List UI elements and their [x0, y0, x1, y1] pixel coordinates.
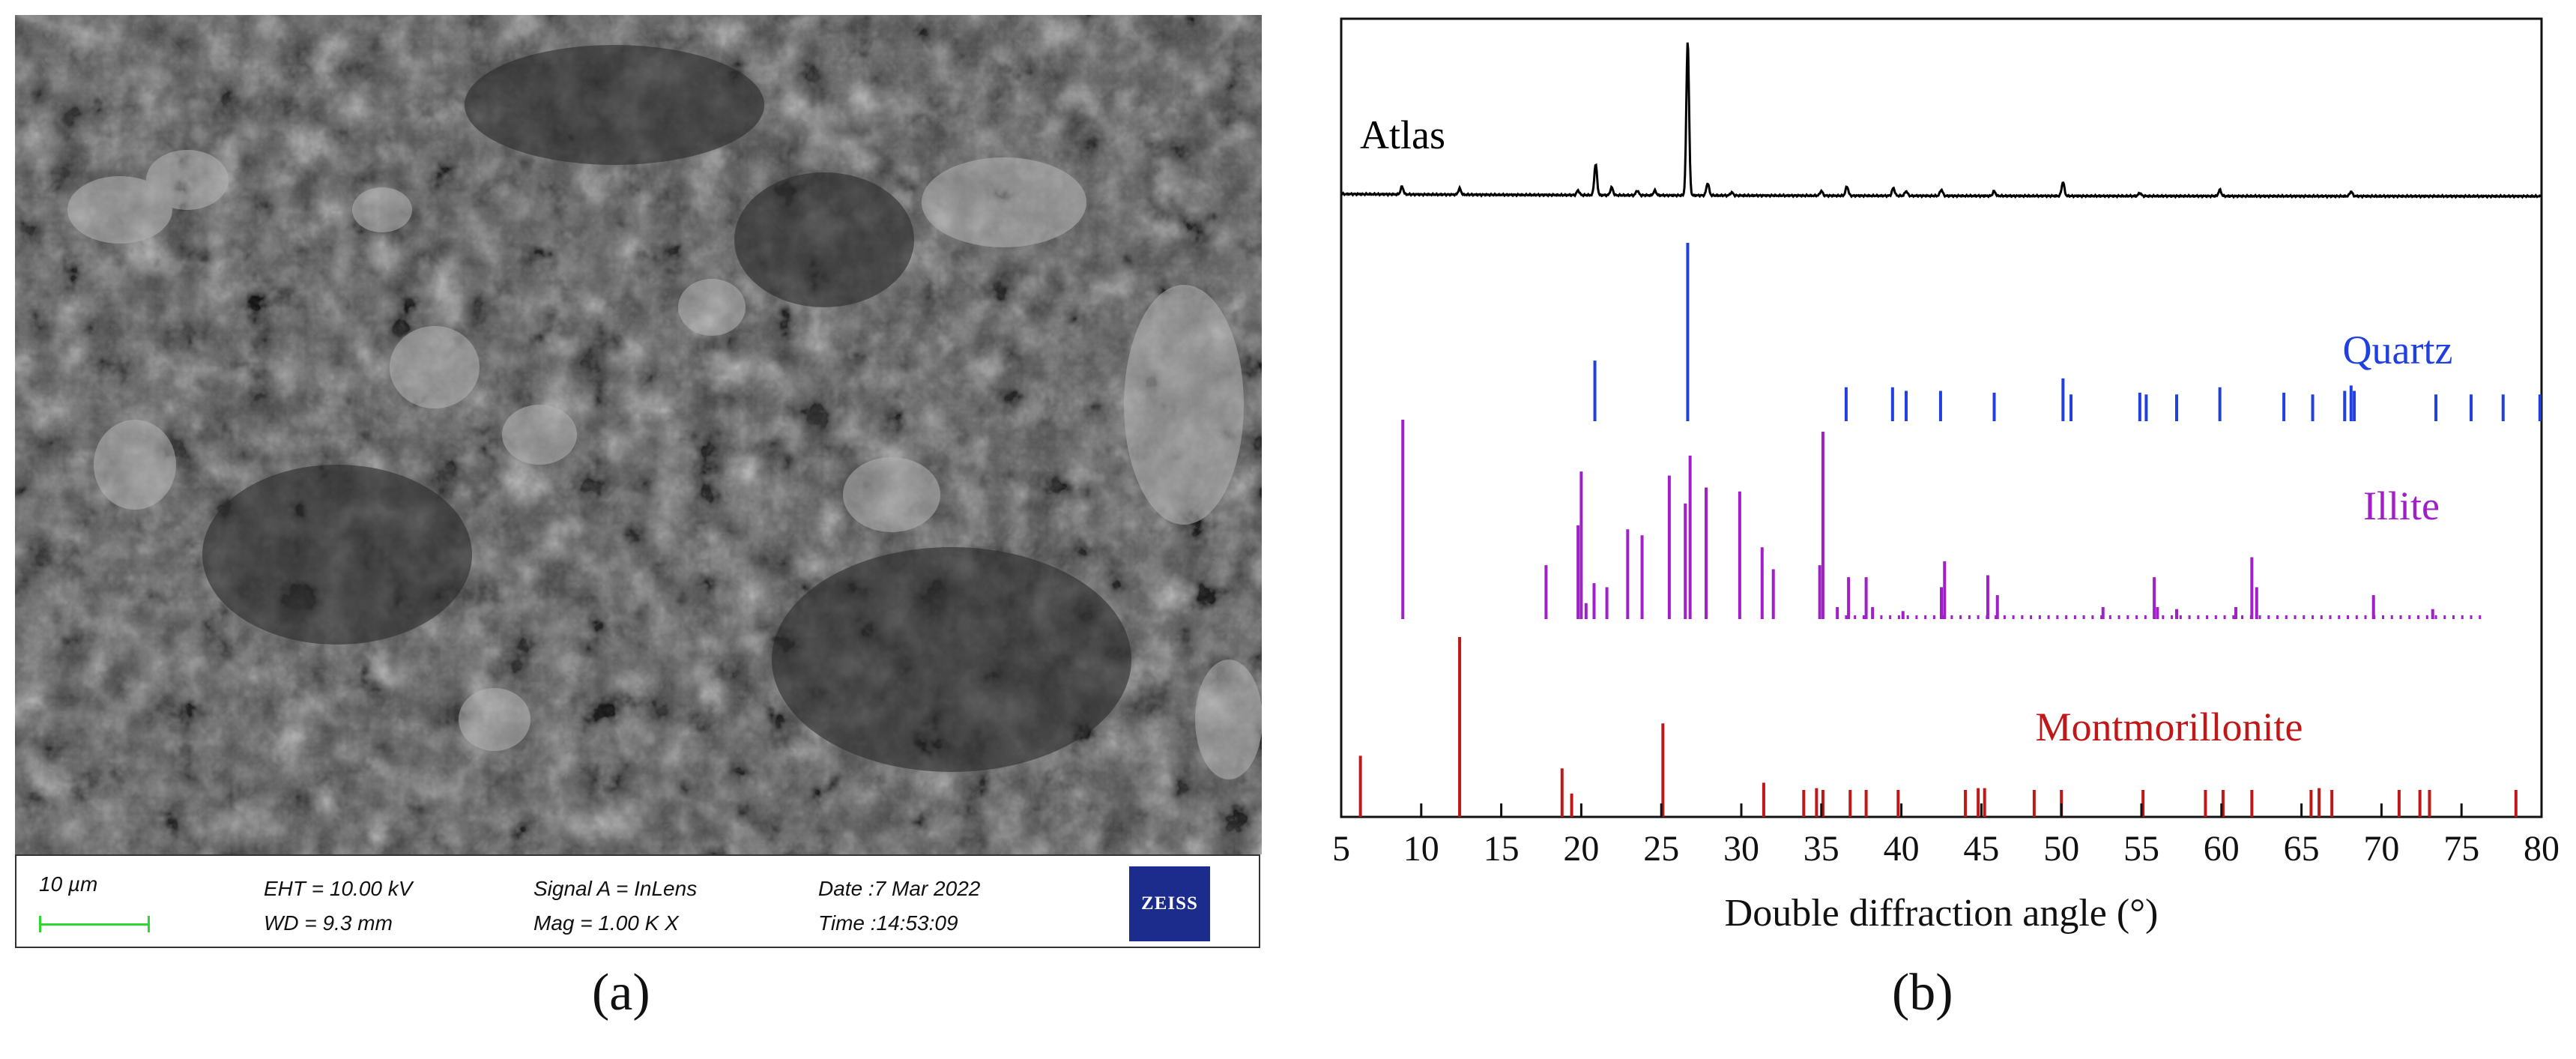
series-label-montmorillonite: Montmorillonite [2036, 705, 2303, 749]
series-quartz: Quartz [1593, 243, 2542, 421]
x-tick-label: 60 [2204, 829, 2240, 869]
zeiss-logo-text: ZEISS [1141, 893, 1198, 914]
x-tick-label: 50 [2043, 829, 2079, 869]
wd-readout: WD = 9.3 mm [264, 911, 393, 935]
atlas-pattern-line [1340, 42, 2542, 199]
eht-readout: EHT = 10.00 kV [264, 877, 413, 900]
zeiss-logo: ZEISS [1129, 866, 1210, 941]
x-tick-label: 30 [1723, 829, 1759, 869]
x-tick-label: 20 [1563, 829, 1599, 869]
series-illite: Illite [1401, 420, 2482, 619]
x-tick-label: 55 [2123, 829, 2159, 869]
x-tick-label: 80 [2524, 829, 2560, 869]
x-tick-label: 15 [1484, 829, 1520, 869]
sem-micrograph [15, 15, 1262, 854]
sem-panel: 10 µm EHT = 10.00 kV WD = 9.3 mm Signal … [15, 15, 1262, 950]
series-label-illite: Illite [2363, 483, 2440, 528]
time-readout: Time :14:53:09 [818, 911, 958, 935]
series-montmorillonite: Montmorillonite [1358, 637, 2518, 817]
sem-info-bar: 10 µm EHT = 10.00 kV WD = 9.3 mm Signal … [15, 854, 1260, 948]
x-tick-label: 25 [1643, 829, 1679, 869]
x-tick-label: 65 [2284, 829, 2320, 869]
scale-bar [39, 916, 150, 932]
x-tick-label: 35 [1803, 829, 1839, 869]
x-tick-label: 40 [1884, 829, 1920, 869]
panel-label-b: (b) [1892, 964, 1953, 1022]
series-layer: Atlas Quartz Illite Montmorillonite [1340, 42, 2542, 817]
series-atlas: Atlas [1340, 42, 2542, 199]
x-tick-label: 5 [1332, 829, 1350, 869]
x-tick-label: 70 [2363, 829, 2399, 869]
series-label-atlas: Atlas [1360, 112, 1445, 157]
x-axis: 5 10 15 20 25 30 35 40 45 50 55 60 65 70 75 80 [1332, 803, 2560, 869]
plot-frame [1340, 17, 2543, 818]
x-tick-label: 75 [2443, 829, 2479, 869]
scale-label: 10 µm [39, 872, 98, 896]
panel-label-a: (a) [592, 964, 650, 1022]
x-tick-label: 45 [1963, 829, 1999, 869]
series-label-quartz: Quartz [2343, 328, 2453, 372]
x-axis-title: Double diffraction angle (°) [1725, 892, 2159, 935]
x-tick-label: 10 [1403, 829, 1439, 869]
signal-readout: Signal A = InLens [533, 877, 698, 900]
date-readout: Date :7 Mar 2022 [818, 877, 981, 900]
mag-readout: Mag = 1.00 K X [533, 911, 679, 935]
